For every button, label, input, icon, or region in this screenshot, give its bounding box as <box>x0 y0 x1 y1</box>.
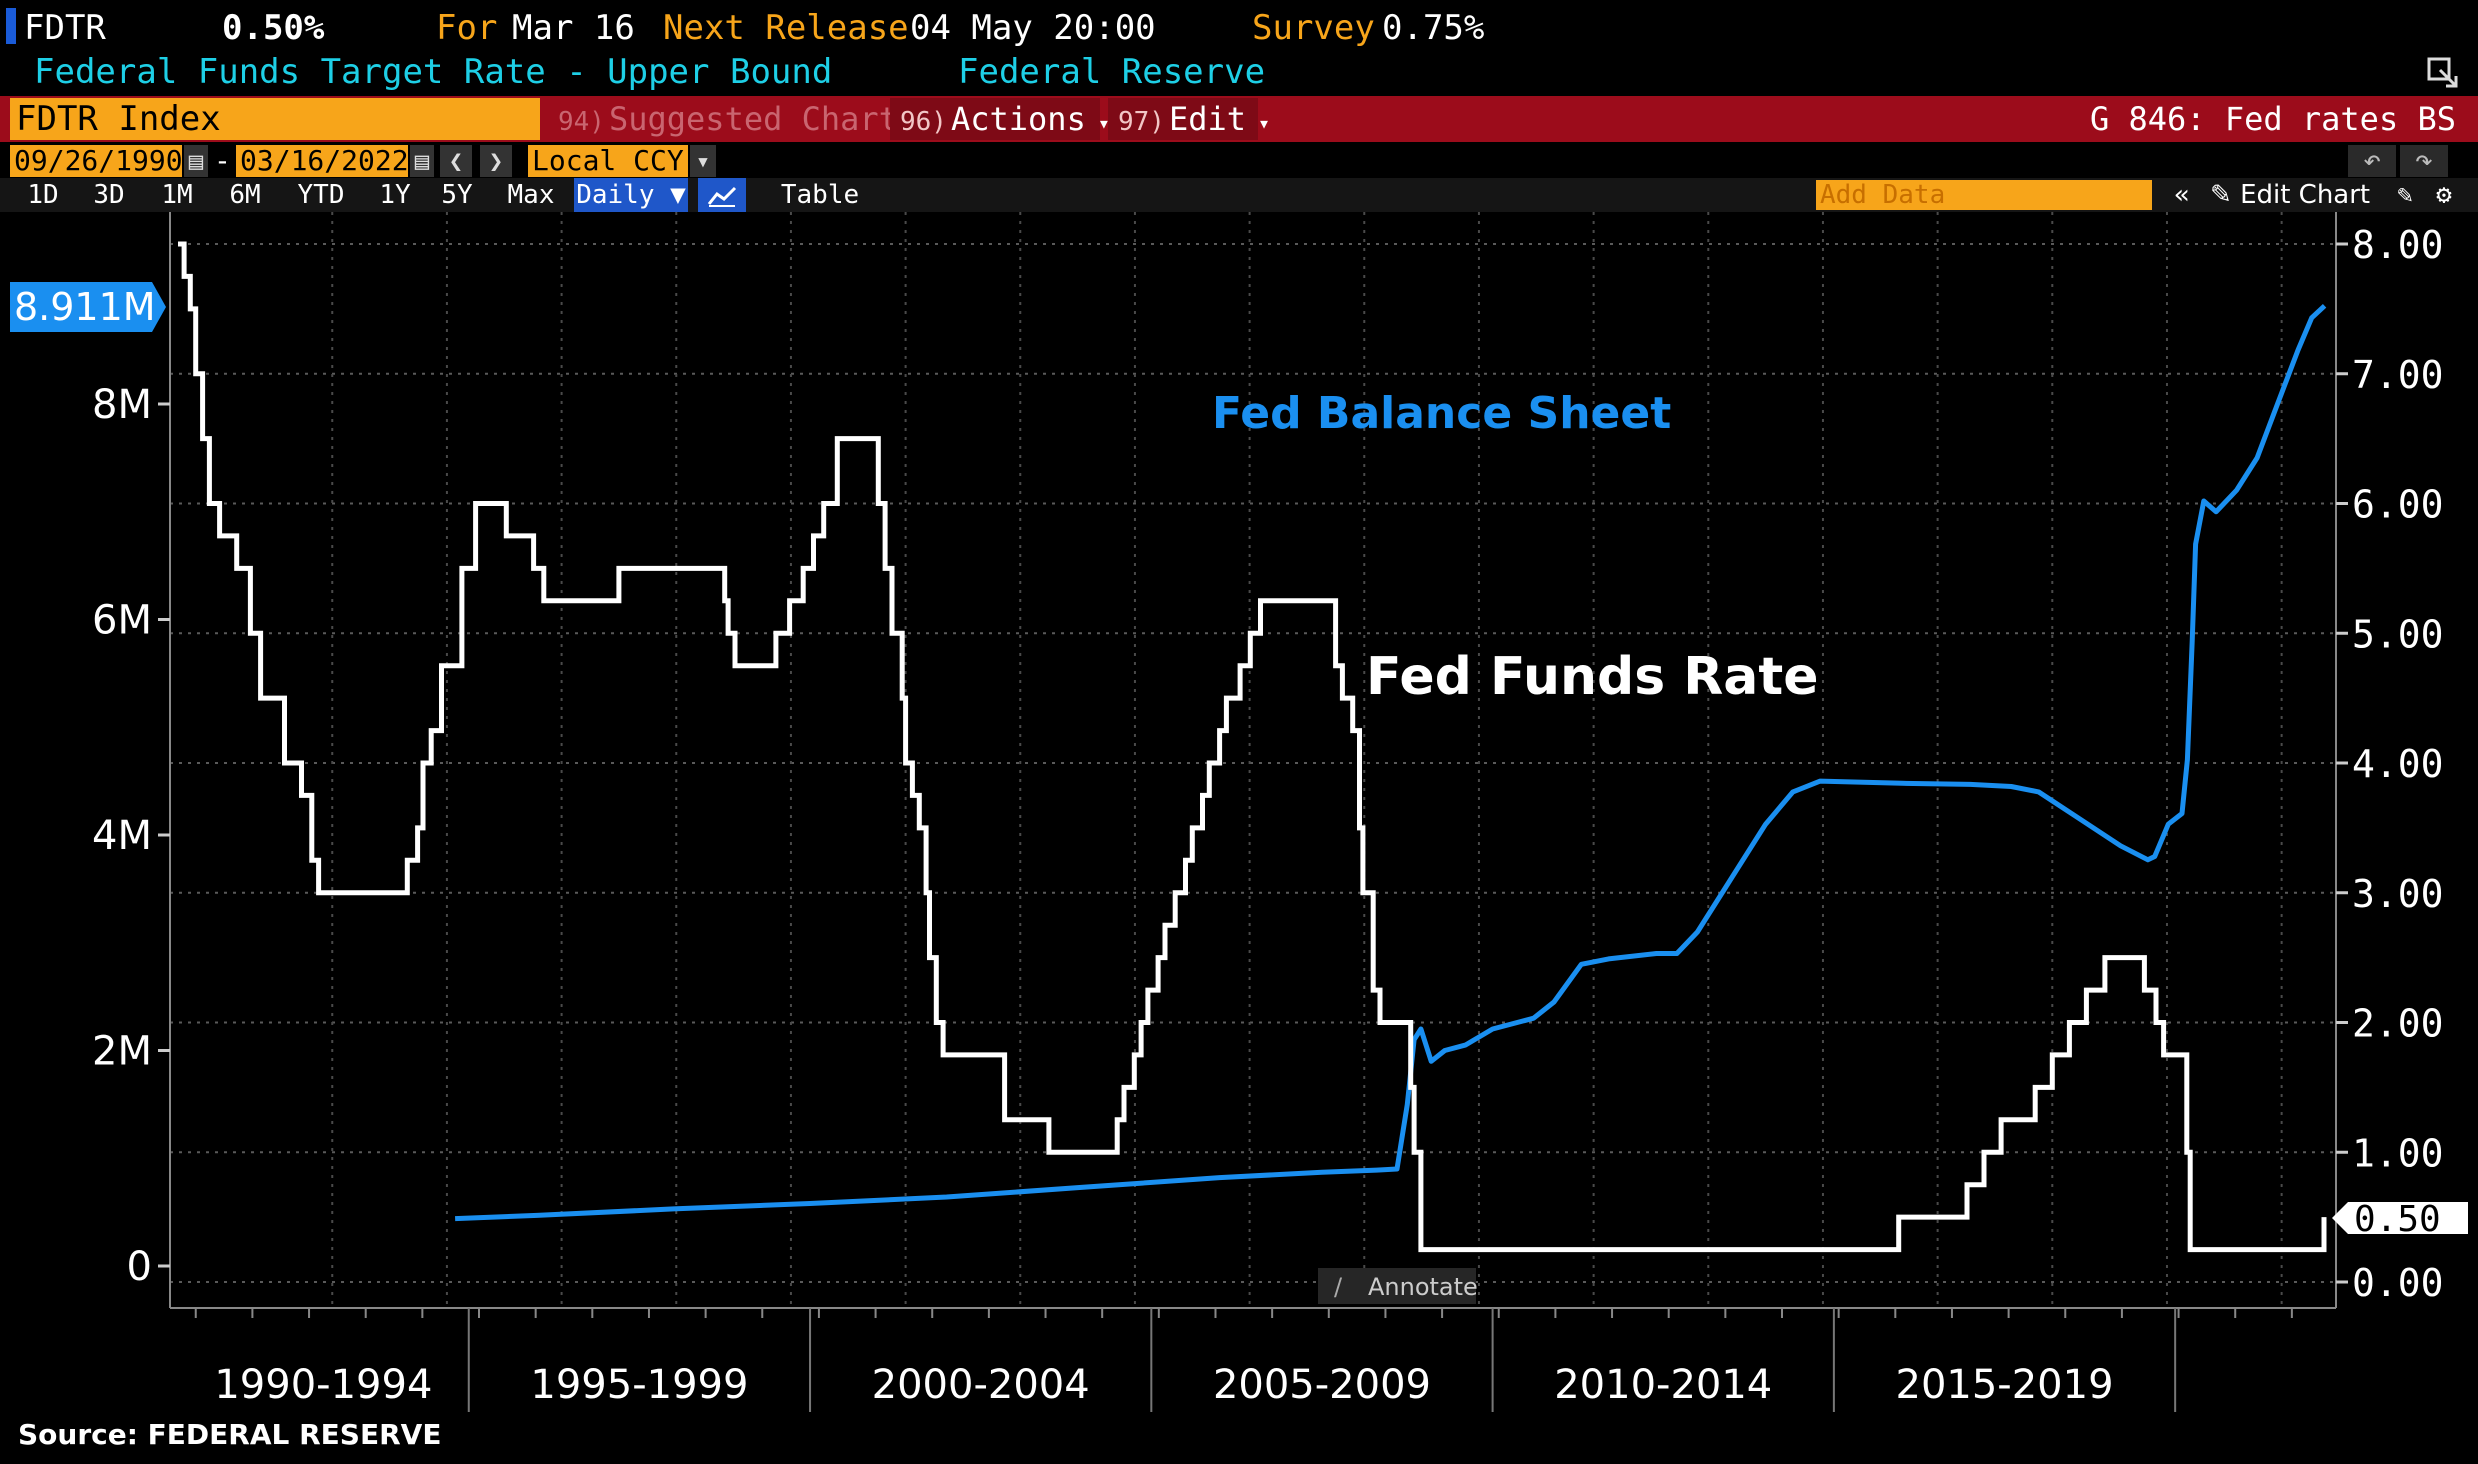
next-release-value: 04 May 20:00 <box>910 8 1156 48</box>
source-note: Source: FEDERAL RESERVE <box>18 1418 442 1451</box>
edit-label: Edit <box>1168 100 1247 138</box>
chevron-down-icon: ▾ <box>1097 111 1110 135</box>
right-last-value: 0.50 <box>2354 1199 2441 1240</box>
redo-icon[interactable]: ↷ <box>2400 145 2448 177</box>
annotate-label: Annotate <box>1368 1273 1478 1301</box>
range-3d-button[interactable]: 3D <box>93 180 125 210</box>
calendar-icon[interactable]: ▤ <box>184 145 208 177</box>
x-tick-label: 2010-2014 <box>1554 1362 1772 1408</box>
current-value: 0.50% <box>222 8 325 48</box>
undo-icon[interactable]: ↶ <box>2348 145 2396 177</box>
annotate-button[interactable]: ∕ Annotate <box>1318 1268 1478 1304</box>
currency-select[interactable]: Local CCY <box>528 145 688 177</box>
right-tick-label: 8.00 <box>2352 223 2444 267</box>
security-description: Federal Funds Target Rate - Upper Bound <box>34 52 833 92</box>
security-input[interactable]: FDTR Index <box>10 98 540 140</box>
suggested-charts-number: 94) <box>558 107 605 137</box>
x-tick-label: 2015-2019 <box>1896 1362 2114 1408</box>
chevron-down-icon: ▼ <box>670 180 686 210</box>
frequency-dropdown[interactable]: Daily ▼ <box>574 178 688 212</box>
survey-label: Survey <box>1252 8 1375 48</box>
x-tick-label: 1995-1999 <box>530 1362 748 1408</box>
edit-chart-label: Edit Chart <box>2240 180 2371 210</box>
left-last-value: 8.911M <box>14 285 156 329</box>
right-tick-label: 7.00 <box>2352 353 2444 397</box>
chevron-down-icon[interactable]: ▾ <box>690 145 716 177</box>
range-6m-button[interactable]: 6M <box>229 180 261 210</box>
ticker-symbol: FDTR <box>24 8 106 48</box>
x-tick-label: 2000-2004 <box>872 1362 1090 1408</box>
fed-funds-rate-series <box>178 241 2327 1253</box>
next-release-label: Next Release <box>663 8 909 48</box>
for-date: Mar 16 <box>512 8 635 48</box>
left-tick-label: 4M <box>92 813 152 859</box>
frequency-label: Daily <box>576 180 655 210</box>
edit-menu-button[interactable]: 97) Edit ▾ <box>1108 98 1270 140</box>
survey-value: 0.75% <box>1382 8 1485 48</box>
pencil-icon: ✎ <box>2210 180 2232 210</box>
range-5y-button[interactable]: 5Y <box>441 180 473 210</box>
edit-chart-button[interactable]: ✎ Edit Chart <box>2210 178 2370 212</box>
actions-menu-button[interactable]: 96) Actions ▾ <box>890 98 1110 140</box>
annotation-fed-balance-sheet: Fed Balance Sheet <box>1212 388 1671 439</box>
left-last-value-badge: 8.911M <box>10 282 166 332</box>
ticker-marker <box>6 8 16 44</box>
range-1y-button[interactable]: 1Y <box>379 180 411 210</box>
suggested-charts-button[interactable]: 94) Suggested Charts <box>548 98 917 140</box>
actions-number: 96) <box>900 107 947 137</box>
x-tick-label: 2005-2009 <box>1213 1362 1431 1408</box>
edit-number: 97) <box>1118 107 1165 137</box>
range-ytd-button[interactable]: YTD <box>297 180 345 210</box>
right-tick-label: 3.00 <box>2352 872 2444 916</box>
left-tick-label: 2M <box>92 1029 152 1075</box>
actions-label: Actions <box>950 100 1086 138</box>
range-1d-button[interactable]: 1D <box>27 180 59 210</box>
right-tick-label: 1.00 <box>2352 1131 2444 1175</box>
gear-icon[interactable]: ⚙ <box>2436 180 2452 210</box>
source-name: Federal Reserve <box>958 52 1266 92</box>
fed-balance-sheet-series <box>455 303 2327 1222</box>
chart: 1990-1994 1995-1999 2000-2004 2005-2009 2010… <box>10 212 2468 1412</box>
calendar-icon[interactable]: ▤ <box>410 145 434 177</box>
left-tick-label: 8M <box>92 382 152 428</box>
right-tick-label: 6.00 <box>2352 483 2444 527</box>
end-date-input[interactable]: 03/16/2022 <box>236 145 409 177</box>
range-max-button[interactable]: Max <box>507 180 555 210</box>
popout-icon[interactable] <box>2426 56 2460 90</box>
x-tick-label: 1990-1994 <box>214 1362 432 1408</box>
collapse-icon[interactable]: « <box>2174 180 2190 210</box>
left-tick-label: 6M <box>92 598 152 644</box>
line-chart-icon[interactable] <box>698 178 746 212</box>
pencil-icon: ∕ <box>1334 1273 1343 1301</box>
table-button[interactable]: Table <box>780 180 860 210</box>
start-date-input[interactable]: 09/26/1990 <box>10 145 183 177</box>
right-tick-label: 2.00 <box>2352 1002 2444 1046</box>
edit-icon[interactable]: ✎ <box>2397 180 2413 210</box>
previous-period-icon[interactable]: ❮ <box>440 145 472 177</box>
right-tick-label: 0.00 <box>2352 1261 2444 1305</box>
right-tick-label: 4.00 <box>2352 742 2444 786</box>
right-tick-label: 5.00 <box>2352 612 2444 656</box>
annotation-fed-funds-rate: Fed Funds Rate <box>1366 647 1819 707</box>
page-title: G 846: Fed rates BS <box>2089 100 2456 138</box>
next-period-icon[interactable]: ❯ <box>480 145 512 177</box>
add-data-input[interactable]: Add Data <box>1816 180 2152 210</box>
left-tick-label: 0 <box>127 1244 152 1290</box>
range-1m-button[interactable]: 1M <box>161 180 193 210</box>
suggested-charts-label: Suggested Charts <box>608 100 918 138</box>
chevron-down-icon: ▾ <box>1258 111 1271 135</box>
right-last-value-badge: 0.50 <box>2332 1199 2468 1240</box>
date-separator: - <box>214 144 231 177</box>
for-label: For <box>436 8 498 48</box>
